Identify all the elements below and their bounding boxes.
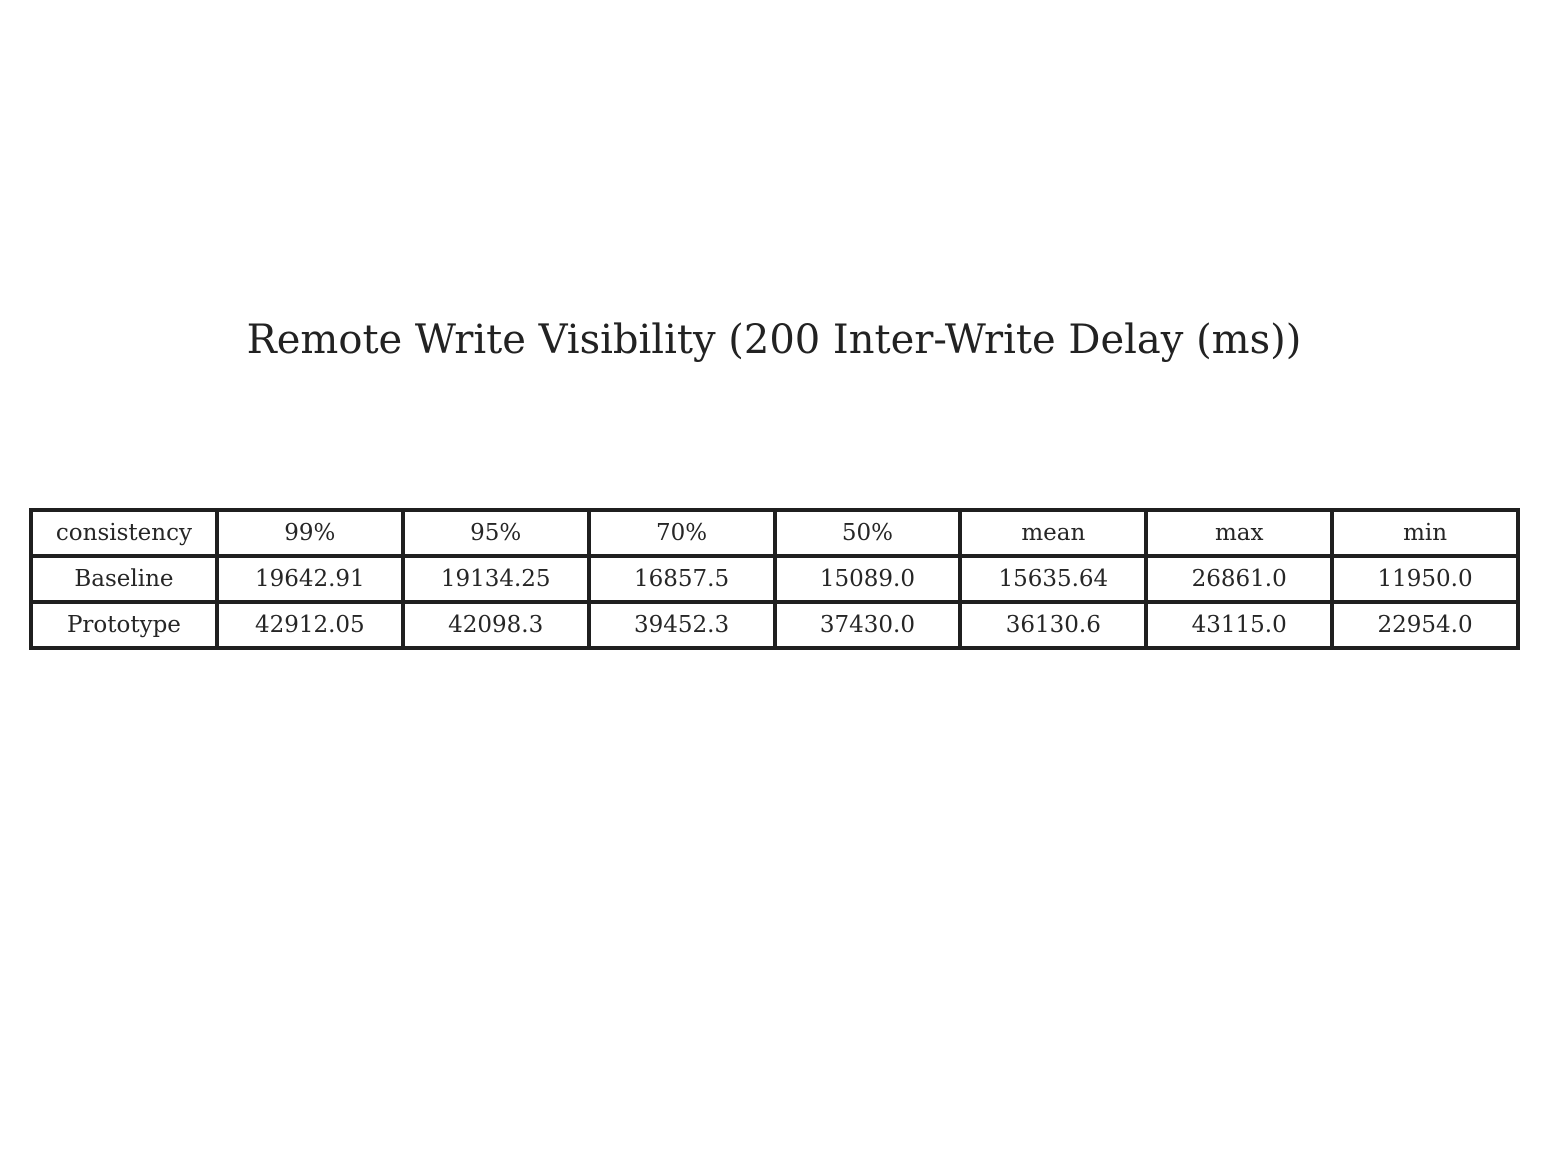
table-cell: 22954.0 [1330,600,1520,650]
header-cell: consistency [29,508,219,558]
header-cell: mean [958,508,1149,558]
table-cell: 19642.91 [214,554,405,604]
header-cell: 50% [772,508,963,558]
table-cell: 37430.0 [772,600,963,650]
table-cell: Prototype [29,600,219,650]
table-row: Baseline 19642.91 19134.25 16857.5 15089… [29,554,1520,604]
table-cell: 42098.3 [400,600,591,650]
results-table-container: consistency 99% 95% 70% 50% mean max min… [29,508,1520,650]
table-header-row: consistency 99% 95% 70% 50% mean max min [29,508,1520,558]
table-cell: 39452.3 [586,600,777,650]
header-cell: 70% [586,508,777,558]
table-cell: 15635.64 [958,554,1149,604]
header-cell: 99% [214,508,405,558]
table-row: Prototype 42912.05 42098.3 39452.3 37430… [29,600,1520,650]
header-cell: min [1330,508,1520,558]
header-cell: max [1144,508,1335,558]
table-cell: 42912.05 [214,600,405,650]
table-cell: 26861.0 [1144,554,1335,604]
results-table: consistency 99% 95% 70% 50% mean max min… [29,508,1520,650]
table-cell: 15089.0 [772,554,963,604]
table-cell: 11950.0 [1330,554,1520,604]
header-cell: 95% [400,508,591,558]
table-cell: Baseline [29,554,219,604]
table-cell: 16857.5 [586,554,777,604]
table-cell: 19134.25 [400,554,591,604]
table-cell: 36130.6 [958,600,1149,650]
chart-title: Remote Write Visibility (200 Inter-Write… [246,317,1302,363]
table-cell: 43115.0 [1144,600,1335,650]
